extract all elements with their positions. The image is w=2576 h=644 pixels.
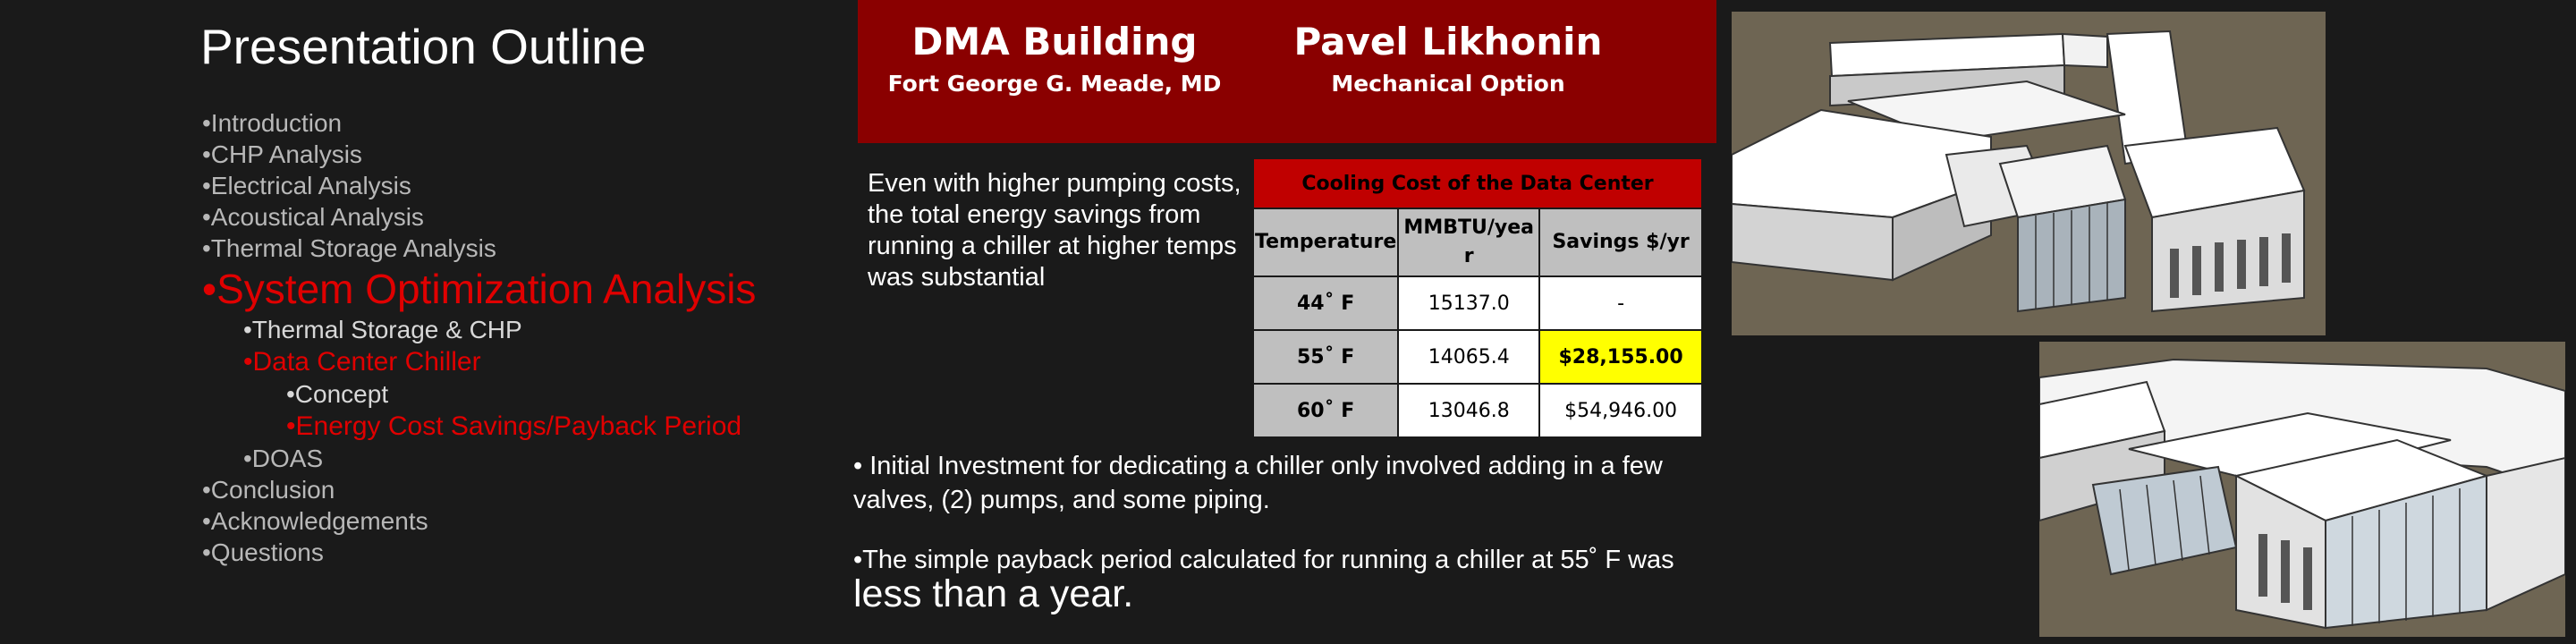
table-row: 55˚ F 14065.4 $28,155.00 (1251, 329, 1703, 385)
outline-item: •DOAS (243, 445, 324, 472)
author-option: Mechanical Option (1331, 71, 1565, 97)
building-bottom-illustration (2039, 342, 2565, 637)
table-caption: Cooling Cost of the Data Center (1252, 157, 1703, 209)
outline-item: •Thermal Storage Analysis (202, 234, 496, 262)
outline-list: •Introduction •CHP Analysis •Electrical An… (202, 107, 864, 568)
header-banner: DMA Building Fort George G. Meade, MD Pa… (858, 0, 1716, 143)
row-mmbtu: 13046.8 (1397, 383, 1541, 438)
building-top-illustration (1732, 12, 2326, 335)
cooling-cost-table: Cooling Cost of the Data Center Temperat… (1251, 157, 1703, 438)
header-savings: Savings $/yr (1538, 208, 1703, 277)
building-render-bottom (2039, 342, 2565, 637)
payback-emphasis: less than a year. (853, 572, 1134, 615)
header-temperature: Temperature (1251, 208, 1400, 277)
bullet-payback: •The simple payback period calculated fo… (853, 543, 1694, 615)
payback-text: •The simple payback period calculated fo… (853, 546, 1674, 574)
outline-title: Presentation Outline (200, 19, 647, 74)
row-temp: 44˚ F (1251, 275, 1400, 331)
building-title: DMA Building (911, 20, 1198, 64)
outline-item: •System Optimization Analysis (202, 266, 757, 312)
outline-item: •Thermal Storage & CHP (243, 316, 522, 343)
outline-item: •Energy Cost Savings/Payback Period (286, 411, 742, 441)
row-mmbtu: 14065.4 (1397, 329, 1541, 385)
row-temp: 60˚ F (1251, 383, 1400, 438)
outline-item: •Concept (286, 380, 389, 408)
table-row: 60˚ F 13046.8 $54,946.00 (1251, 383, 1703, 438)
row-savings: - (1538, 275, 1703, 331)
header-mmbtu: MMBTU/year (1397, 208, 1541, 277)
outline-item: •Data Center Chiller (243, 347, 481, 377)
row-savings: $54,946.00 (1538, 383, 1703, 438)
bullet-investment: • Initial Investment for dedicating a ch… (853, 452, 1663, 514)
outline-item: •Electrical Analysis (202, 172, 411, 199)
outline-item: •Introduction (202, 109, 343, 137)
outline-item: •Questions (202, 538, 324, 566)
building-location: Fort George G. Meade, MD (887, 71, 1222, 97)
author-info: Pavel Likhonin Mechanical Option (1251, 20, 1645, 97)
table-row: 44˚ F 15137.0 - (1251, 275, 1703, 331)
building-render-top (1732, 12, 2326, 335)
outline-item: •CHP Analysis (202, 140, 362, 168)
building-info: DMA Building Fort George G. Meade, MD (858, 20, 1251, 97)
outline-item: •Acoustical Analysis (202, 203, 424, 231)
outline-item: •Acknowledgements (202, 507, 428, 535)
row-temp: 55˚ F (1251, 329, 1400, 385)
author-name: Pavel Likhonin (1293, 20, 1603, 64)
row-savings-highlight: $28,155.00 (1538, 329, 1703, 385)
intro-paragraph: Even with higher pumping costs, the tota… (868, 169, 1241, 292)
outline-item: •Conclusion (202, 476, 335, 504)
row-mmbtu: 15137.0 (1397, 275, 1541, 331)
